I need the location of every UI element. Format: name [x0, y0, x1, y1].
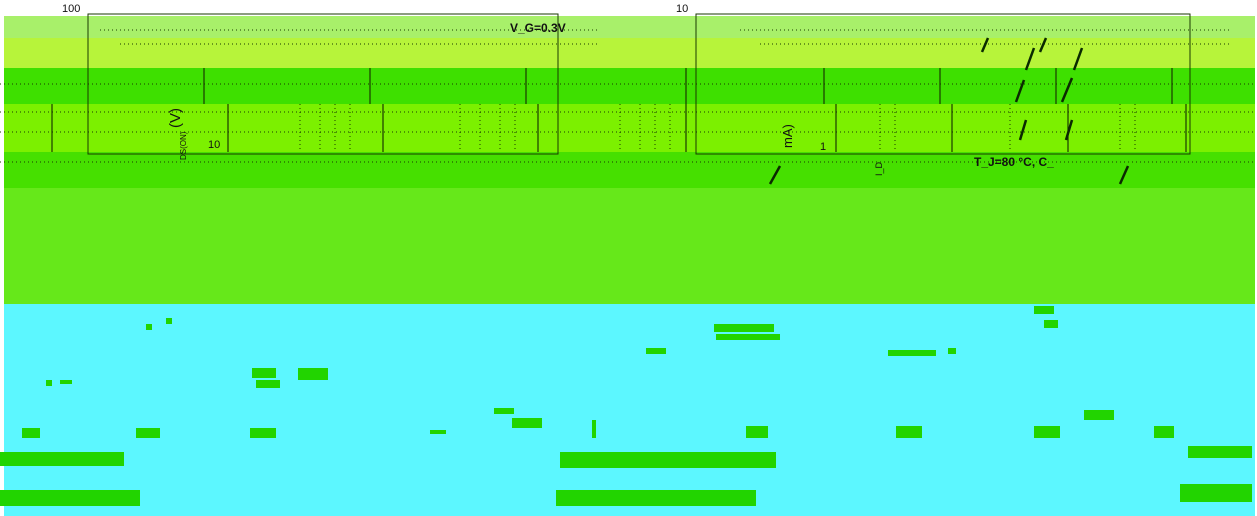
right-annotation: T_J=80 °C, C_ [974, 155, 1054, 169]
curve-segment [1038, 37, 1048, 53]
right-chart-frame [695, 13, 1255, 185]
left-y-axis-label: (V) [167, 108, 184, 128]
curve-segment [768, 165, 782, 185]
curve-segment [1024, 47, 1036, 71]
curve-segment [1014, 79, 1026, 103]
curve-segment [1064, 119, 1074, 141]
right-y-tick-top: 10 [676, 3, 688, 15]
curve-segment [980, 37, 990, 53]
curve-segment [1018, 119, 1028, 141]
right-y-tick-bottom: 1 [820, 141, 826, 153]
noise-blocks [0, 306, 1252, 506]
curve-segment [1060, 77, 1074, 103]
left-y-tick-top: 100 [62, 3, 80, 15]
curve-segment [1118, 165, 1130, 185]
right-axis-labels: 10 1 mA) I_D T_J=80 °C, C_ [676, 3, 1054, 176]
left-axis-labels: 100 10 (V) DS(ON) V_G=0.3V [62, 3, 566, 160]
left-y-axis-subscript: DS(ON) [179, 131, 188, 160]
left-y-tick-bottom: 10 [208, 139, 220, 151]
right-y-axis-label: mA) [780, 124, 795, 148]
curve-segment [1072, 47, 1084, 71]
left-chart-frame [0, 13, 700, 163]
right-y-axis-subscript: I_D [874, 161, 884, 176]
left-annotation: V_G=0.3V [510, 21, 566, 35]
